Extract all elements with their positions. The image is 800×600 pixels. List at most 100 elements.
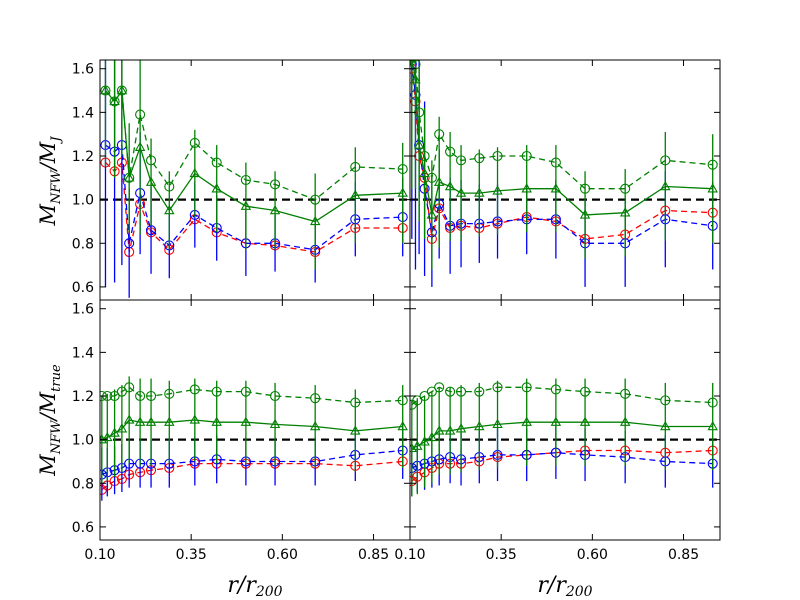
data-point — [309, 215, 321, 226]
data-point — [116, 423, 128, 433]
panel-bottom-left: 0.6 0.8 1.0 1.2 1.4 1.6 0.10 0.35 0.60 0.85 — [72, 299, 411, 563]
ylabel-top-sub2: J — [49, 136, 64, 145]
series-line — [101, 449, 403, 476]
data-point — [124, 238, 135, 249]
data-point — [397, 187, 408, 197]
data-point — [433, 425, 445, 435]
panel-bottom-right: 0.10 0.35 0.60 0.85 — [394, 299, 721, 563]
y-tick-label: 0.8 — [72, 236, 94, 252]
data-point — [426, 209, 438, 219]
xlabel-right-base: r/r — [537, 573, 567, 598]
data-point — [433, 176, 445, 186]
data-point — [619, 416, 631, 426]
x-tick-label: 0.10 — [84, 547, 115, 563]
data-point — [660, 420, 671, 431]
data-point — [550, 183, 562, 193]
data-point — [269, 204, 281, 215]
data-point — [410, 73, 421, 84]
data-point — [240, 416, 252, 426]
ylabel-bottom-slash: / — [36, 411, 60, 422]
data-point — [350, 425, 361, 435]
xlabel-left-base: r/r — [227, 573, 257, 598]
data-point — [579, 209, 591, 219]
y-tick-label: 0.8 — [72, 476, 94, 492]
ylabel-top-m2: M — [36, 141, 60, 164]
data-point — [309, 420, 321, 431]
data-point — [707, 420, 718, 431]
ylabel-bottom-sub2: true — [49, 364, 64, 392]
y-tick-label: 0.6 — [72, 280, 94, 296]
data-point — [350, 189, 361, 199]
data-point — [492, 418, 503, 429]
data-point — [444, 180, 456, 191]
panel-bottom-right-marks — [410, 378, 720, 497]
xlabel-left: r/r200 — [227, 573, 282, 600]
panel-top-right — [409, 59, 721, 301]
data-point — [474, 420, 485, 431]
series-line — [101, 419, 403, 441]
plot-area: 0.6 0.8 1.0 1.2 1.4 1.6 0.6 0.8 1.0 1.2 1.4 1.6 0.10… — [72, 59, 721, 563]
data-point — [211, 416, 222, 426]
x-tick-label: 0.60 — [577, 547, 608, 563]
x-tick-label: 0.35 — [176, 547, 207, 563]
y-tick-label: 1.4 — [72, 105, 94, 121]
panel-top-left-marks — [100, 60, 410, 298]
panel-top-right-marks — [410, 60, 720, 287]
series-line — [105, 143, 403, 251]
series-line — [104, 88, 403, 223]
data-point — [240, 200, 252, 210]
data-point — [707, 183, 718, 193]
y-tick-label: 1.6 — [72, 62, 94, 78]
y-tick-label: 1.2 — [72, 149, 94, 165]
series-line — [411, 64, 713, 244]
data-point — [123, 172, 135, 182]
data-point — [419, 167, 430, 178]
x-tick-label: 0.10 — [394, 547, 425, 563]
xlabel-right: r/r200 — [537, 573, 592, 600]
data-point — [189, 414, 201, 424]
data-point — [455, 187, 467, 197]
data-point — [426, 431, 438, 442]
data-point — [269, 418, 281, 429]
y-tick-label: 0.6 — [72, 520, 94, 536]
panel-frame — [409, 299, 721, 541]
data-point — [579, 416, 591, 426]
data-point — [145, 416, 157, 426]
x-tick-label: 0.85 — [358, 547, 389, 563]
data-point — [455, 423, 467, 433]
ylabel-bottom-sub: NFW — [49, 419, 64, 455]
data-point — [100, 84, 111, 95]
data-point — [474, 187, 485, 197]
x-tick-label: 0.85 — [668, 547, 699, 563]
ylabel-top-slash: / — [36, 161, 60, 172]
y-tick-label: 1.2 — [72, 389, 94, 405]
data-point — [164, 204, 175, 215]
data-point — [413, 139, 425, 149]
data-point — [164, 416, 175, 426]
series-line — [411, 452, 713, 469]
series-line — [411, 60, 713, 216]
data-point — [619, 207, 631, 217]
data-point — [410, 60, 418, 62]
series-line — [411, 421, 713, 450]
data-point — [521, 416, 532, 426]
y-tick-label: 1.4 — [72, 345, 94, 361]
data-point — [145, 176, 157, 186]
data-point — [134, 416, 146, 426]
y-tick-label: 1.0 — [72, 193, 94, 209]
data-point — [211, 183, 222, 193]
ylabel-top-sub: NFW — [49, 169, 64, 205]
x-tick-label: 0.60 — [267, 547, 298, 563]
data-point — [521, 183, 532, 193]
data-point — [102, 431, 113, 442]
ylabel-top-m: M — [36, 204, 60, 227]
series-line — [411, 68, 713, 240]
series-line — [412, 60, 713, 190]
ylabel-bottom: MNFW/Mtrue — [36, 364, 64, 477]
data-point — [550, 416, 562, 426]
x-tick-label: 0.35 — [486, 547, 517, 563]
ylabel-top: MNFW/MJ — [36, 136, 64, 227]
data-point — [109, 95, 120, 106]
xlabel-right-sub: 200 — [565, 584, 593, 600]
